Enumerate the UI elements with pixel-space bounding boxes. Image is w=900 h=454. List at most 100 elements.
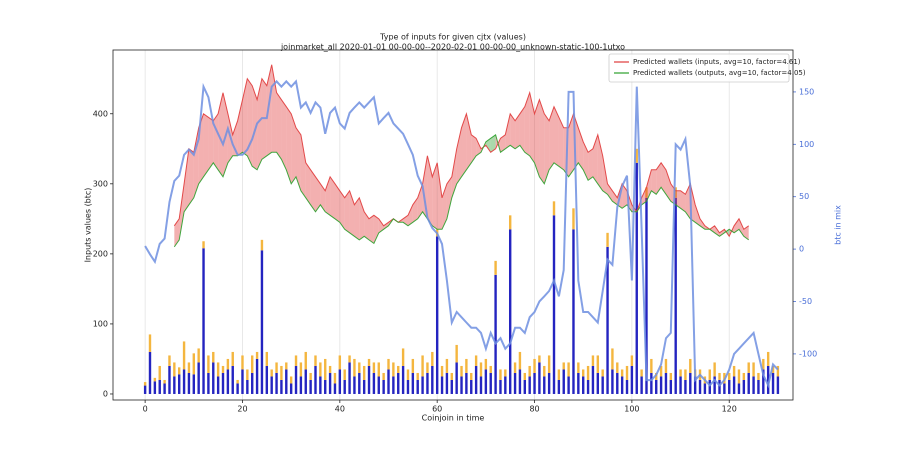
- bar: [586, 379, 590, 394]
- bar: [513, 372, 517, 394]
- bar: [508, 229, 512, 394]
- y2-tick-label: 50: [799, 192, 809, 201]
- chart-title: Type of inputs for given cjtx (values): [379, 33, 526, 42]
- fill-between: [291, 113, 297, 184]
- y-axis-label: Inputs values (btc): [84, 188, 93, 263]
- fill-between: [451, 148, 457, 198]
- bar: [411, 358, 415, 373]
- y-tick-label: 200: [93, 249, 108, 258]
- bar: [582, 369, 585, 377]
- bar: [679, 369, 682, 377]
- fill-between: [539, 99, 545, 184]
- bar: [562, 369, 565, 394]
- bar: [392, 362, 395, 377]
- fill-between: [695, 204, 701, 226]
- bar: [440, 376, 444, 394]
- bar: [153, 377, 157, 382]
- fill-between: [242, 78, 248, 156]
- bar: [314, 365, 317, 394]
- bar: [470, 379, 473, 394]
- bar: [567, 362, 570, 377]
- bar: [382, 379, 385, 394]
- bar: [173, 376, 176, 394]
- y2-tick-label: -50: [799, 297, 812, 306]
- bar: [620, 376, 624, 394]
- bar: [226, 369, 230, 394]
- bar: [708, 369, 711, 380]
- bar: [173, 362, 176, 377]
- fill-between: [412, 197, 418, 223]
- bar: [718, 379, 721, 394]
- fill-between: [456, 127, 462, 184]
- bar: [401, 348, 405, 366]
- bar: [674, 197, 677, 394]
- fill-between: [330, 176, 335, 219]
- fill-between: [738, 218, 744, 237]
- bar: [333, 372, 337, 384]
- fill-between: [446, 176, 452, 219]
- fill-between: [383, 222, 389, 230]
- bar: [543, 376, 546, 394]
- bar: [397, 365, 400, 373]
- bar: [397, 372, 400, 394]
- bar: [377, 376, 380, 394]
- bar: [513, 362, 517, 373]
- fill-between: [257, 78, 262, 170]
- bar: [582, 376, 585, 394]
- bar: [260, 239, 264, 251]
- bar: [158, 379, 161, 394]
- series-line: [144, 79, 779, 389]
- chart-subtitle: joinmarket_all 2020-01-01 00-00-00--2020…: [280, 43, 625, 52]
- bar: [416, 372, 419, 380]
- bar: [577, 362, 580, 373]
- bar: [202, 248, 205, 394]
- bar: [630, 355, 634, 366]
- bar: [353, 358, 356, 377]
- bar: [659, 365, 663, 377]
- bar: [338, 369, 342, 394]
- bar: [630, 365, 634, 394]
- bar: [265, 365, 269, 394]
- bar: [708, 379, 711, 394]
- bar: [255, 351, 259, 359]
- bar: [557, 379, 561, 394]
- bar: [343, 369, 346, 380]
- bar: [270, 369, 273, 377]
- bar: [231, 365, 234, 394]
- fill-between: [461, 113, 467, 177]
- bar: [212, 362, 215, 394]
- bar: [508, 215, 512, 230]
- bar: [484, 358, 488, 370]
- bar: [450, 372, 453, 380]
- bar: [679, 376, 682, 394]
- bar: [689, 358, 692, 373]
- bar: [489, 365, 492, 373]
- bar: [689, 372, 692, 394]
- fill-between: [661, 162, 666, 195]
- bar: [153, 381, 157, 394]
- fill-between: [485, 138, 491, 153]
- bar: [455, 362, 458, 394]
- bar: [771, 372, 775, 394]
- bar: [246, 379, 249, 394]
- bar: [377, 362, 380, 377]
- bar: [655, 379, 658, 394]
- bar: [143, 385, 147, 394]
- y-tick-label: 300: [93, 179, 108, 188]
- fill-between: [583, 141, 589, 181]
- fill-between: [524, 92, 530, 156]
- fill-between: [651, 169, 657, 195]
- fill-between: [247, 78, 253, 167]
- bar: [640, 369, 643, 377]
- bar: [465, 358, 468, 373]
- legend-label: Predicted wallets (outputs, avg=10, fact…: [633, 69, 806, 77]
- bar: [406, 369, 410, 380]
- fill-between: [359, 197, 365, 240]
- bar: [192, 374, 196, 394]
- bar: [766, 351, 770, 366]
- bar: [757, 379, 760, 394]
- bar: [328, 365, 332, 373]
- bar: [728, 372, 731, 380]
- bar: [406, 379, 410, 394]
- fill-between: [344, 190, 350, 233]
